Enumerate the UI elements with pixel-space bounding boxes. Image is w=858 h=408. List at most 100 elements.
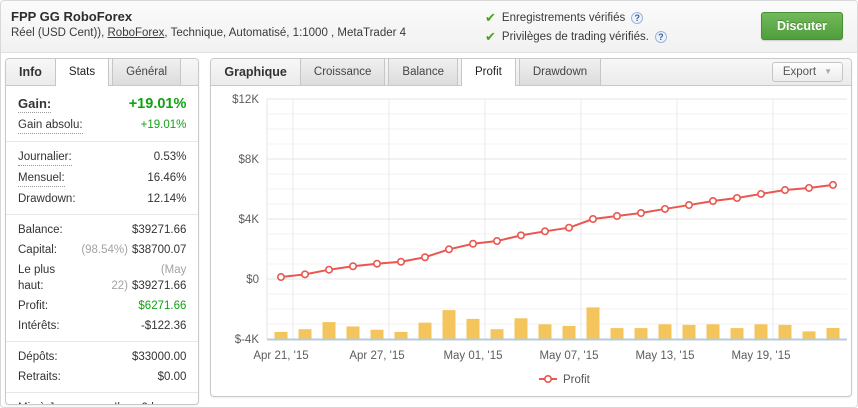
data-point[interactable] [373, 259, 382, 268]
y-tick-label: $12K [233, 94, 260, 106]
bar-daily-profit[interactable] [394, 331, 408, 339]
bar-daily-profit[interactable] [658, 324, 672, 339]
tab-drawdown[interactable]: Drawdown [518, 59, 602, 85]
data-point[interactable] [757, 189, 766, 198]
x-tick-label: May 07, '15 [540, 350, 599, 362]
bar-daily-profit[interactable] [442, 310, 456, 339]
divider [6, 392, 199, 393]
help-icon[interactable]: ? [654, 30, 667, 43]
stat-value-note: (May 22) [111, 264, 187, 292]
data-point[interactable] [685, 201, 694, 210]
info-panel: Info Stats Général Gain: +19.01% Gain absol… [5, 58, 200, 405]
bar-daily-profit[interactable] [562, 325, 576, 339]
stat-label: Intérêts: [18, 320, 60, 332]
tab-balance[interactable]: Balance [388, 59, 458, 85]
stat-value: 0.53% [153, 151, 187, 163]
legend-label[interactable]: Profit [563, 374, 591, 386]
data-point[interactable] [421, 253, 430, 262]
tab-profit[interactable]: Profit [460, 59, 516, 86]
data-point[interactable] [445, 245, 454, 254]
stat-value: 16.46% [147, 172, 187, 184]
stat-value: +19.01% [128, 96, 187, 112]
bar-daily-profit[interactable] [706, 324, 720, 339]
bar-daily-profit[interactable] [802, 331, 816, 339]
bar-daily-profit[interactable] [586, 307, 600, 339]
divider [6, 141, 199, 142]
bar-daily-profit[interactable] [346, 326, 360, 339]
chart-tabs: Croissance Balance Profit Drawdown [299, 59, 604, 86]
discuss-button[interactable]: Discuter [760, 12, 843, 40]
chart-panel: Graphique Croissance Balance Profit Drawdow… [210, 58, 852, 397]
bar-daily-profit[interactable] [274, 331, 288, 339]
bar-daily-profit[interactable] [682, 324, 696, 339]
stat-label: Gain: [18, 96, 52, 113]
data-point[interactable] [277, 273, 286, 282]
x-tick-label: Apr 27, '15 [350, 350, 405, 362]
data-point[interactable] [781, 186, 790, 195]
bar-daily-profit[interactable] [514, 318, 528, 339]
stat-label: Drawdown: [18, 193, 76, 205]
verification-row: ✔ Privilèges de trading vérifiés. ? [485, 27, 667, 46]
stat-row: Profit: $6271.66 [6, 296, 198, 316]
verification-row: ✔ Enregistrements vérifiés ? [485, 8, 667, 27]
data-point[interactable] [493, 237, 502, 246]
data-point[interactable] [565, 223, 574, 232]
stat-value: Il y a 9 heures [114, 400, 186, 404]
bar-daily-profit[interactable] [826, 327, 840, 339]
data-point[interactable] [709, 197, 718, 206]
data-point[interactable] [613, 212, 622, 221]
data-point[interactable] [637, 209, 646, 218]
bar-daily-profit[interactable] [610, 328, 624, 339]
help-icon[interactable]: ? [631, 11, 644, 24]
info-tabs: Stats Général [54, 59, 184, 86]
bar-daily-profit[interactable] [634, 328, 648, 339]
bar-daily-profit[interactable] [730, 328, 744, 339]
data-point[interactable] [397, 257, 406, 266]
data-point[interactable] [325, 265, 334, 274]
bar-daily-profit[interactable] [778, 324, 792, 339]
data-point[interactable] [805, 183, 814, 192]
stat-value: +19.01% [140, 119, 187, 131]
data-point[interactable] [661, 204, 670, 213]
stat-value: $0.00 [157, 371, 187, 383]
stat-label: Balance: [18, 224, 63, 236]
tab-g-n-ral[interactable]: Général [112, 59, 182, 85]
account-type: Réel (USD Cent)), [11, 27, 108, 39]
divider [6, 341, 199, 342]
bar-daily-profit[interactable] [466, 318, 480, 339]
data-point[interactable] [733, 194, 742, 203]
tab-croissance[interactable]: Croissance [299, 59, 386, 85]
stat-row: Intérêts: -$122.36 [6, 316, 198, 336]
bar-daily-profit[interactable] [418, 322, 432, 339]
data-point[interactable] [517, 231, 526, 240]
export-button[interactable]: Export ▼ [771, 62, 843, 82]
data-point[interactable] [349, 262, 358, 271]
divider [6, 214, 199, 215]
verification-label: Enregistrements vérifiés [501, 11, 626, 24]
bar-daily-profit[interactable] [322, 322, 336, 339]
profit-line [281, 183, 834, 279]
verification-block: ✔ Enregistrements vérifiés ? ✔ Privilège… [485, 8, 667, 46]
data-point[interactable] [469, 239, 478, 248]
data-point[interactable] [829, 180, 838, 189]
data-point[interactable] [589, 215, 598, 224]
bar-daily-profit[interactable] [298, 329, 312, 339]
bar-daily-profit[interactable] [754, 324, 768, 339]
bar-daily-profit[interactable] [370, 329, 384, 339]
bar-daily-profit[interactable] [490, 329, 504, 339]
main-content: Info Stats Général Gain: +19.01% Gain absol… [1, 53, 857, 405]
stat-label: Capital: [18, 244, 57, 256]
stat-value: $39271.66 [132, 224, 187, 236]
info-panel-header: Info Stats Général [6, 59, 199, 86]
data-point[interactable] [541, 227, 550, 236]
stat-row: Journalier: 0.53% [6, 147, 198, 168]
stat-label: Mis à Jour: [18, 400, 74, 404]
data-point[interactable] [301, 270, 310, 279]
bar-daily-profit[interactable] [538, 324, 552, 339]
stat-label: Profit: [18, 300, 49, 312]
chart-body: $12K $8K $4K $0 $-4K Apr 21, '15 Apr 27, '15 Ma… [211, 86, 851, 396]
broker-link[interactable]: RoboForex [107, 27, 165, 39]
tab-stats[interactable]: Stats [54, 59, 110, 86]
x-tick-label: May 01, '15 [444, 350, 503, 362]
